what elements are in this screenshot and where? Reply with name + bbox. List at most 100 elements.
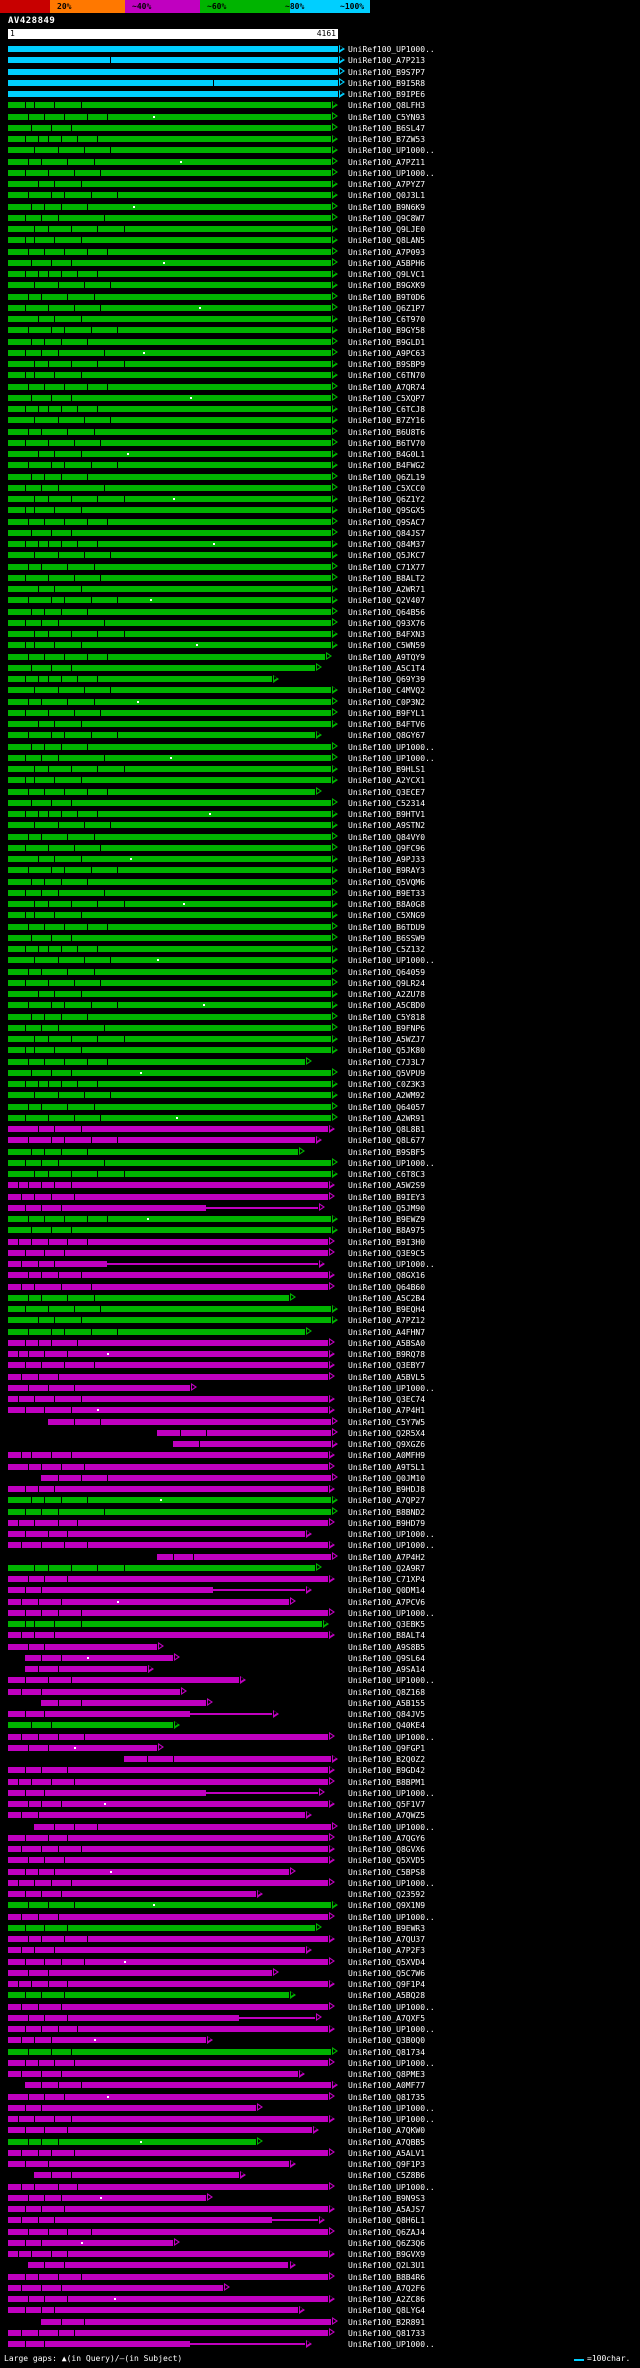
hit-label[interactable]: UniRef100_Q8LFH3 (348, 101, 426, 111)
hit-bar[interactable] (8, 1519, 329, 1526)
hit-bar[interactable] (8, 1204, 206, 1211)
hit-bar[interactable] (8, 1936, 329, 1942)
hit-label[interactable]: UniRef100_A7PCV6 (348, 1597, 426, 1607)
hit-label[interactable]: UniRef100_B2Q0Z2 (348, 1755, 426, 1764)
hit-label[interactable]: UniRef100_A7P4H1 (348, 1406, 426, 1416)
hit-label[interactable]: UniRef100_B9HTV1 (348, 810, 426, 819)
hit-bar[interactable] (8, 1621, 322, 1627)
hit-label[interactable]: UniRef100_C52314 (348, 798, 426, 808)
hit-label[interactable]: UniRef100_B2R891 (348, 2317, 426, 2327)
hit-label[interactable]: UniRef100_Q8LAN5 (348, 236, 426, 246)
hit-bar[interactable] (8, 113, 332, 120)
hit-bar[interactable] (8, 979, 332, 986)
hit-label[interactable]: UniRef100_Q8L8B1 (348, 1125, 426, 1134)
hit-bar[interactable] (8, 79, 338, 86)
hit-bar[interactable] (8, 1193, 329, 1200)
hit-label[interactable]: UniRef100_Q93X76 (348, 618, 426, 628)
hit-bar[interactable] (8, 1373, 329, 1380)
hit-bar[interactable] (8, 1294, 289, 1301)
hit-label[interactable]: UniRef100_A7QGY6 (348, 1833, 426, 1843)
hit-label[interactable]: UniRef100_A7QR74 (348, 382, 426, 392)
hit-label[interactable]: UniRef100_C5Z8B6 (348, 2171, 426, 2181)
hit-bar[interactable] (8, 1958, 329, 1965)
hit-label[interactable]: UniRef100_Q40KE4 (348, 1721, 426, 1731)
hit-bar[interactable] (8, 2307, 299, 2314)
hit-label[interactable]: UniRef100_B9EWR3 (348, 1923, 426, 1933)
hit-bar[interactable] (8, 372, 332, 379)
hit-label[interactable]: UniRef100_B9I3H0 (348, 1237, 426, 1247)
hit-bar[interactable] (8, 2161, 289, 2167)
hit-label[interactable]: UniRef100_B9HLS1 (348, 765, 426, 774)
hit-bar[interactable] (8, 1081, 332, 1087)
hit-label[interactable]: UniRef100_B9FNP6 (348, 1023, 426, 1033)
hit-label[interactable]: UniRef100_Q3EC74 (348, 1395, 426, 1404)
hit-bar[interactable] (41, 1474, 332, 1481)
hit-label[interactable]: UniRef100_Q9SAC7 (348, 517, 426, 527)
hit-bar[interactable] (8, 529, 332, 536)
hit-label[interactable]: UniRef100_UP1000.. (348, 2002, 435, 2012)
hit-bar[interactable] (8, 1159, 332, 1166)
hit-label[interactable]: UniRef100_A7QU37 (348, 1935, 426, 1944)
hit-bar[interactable] (24, 2082, 332, 2089)
hit-label[interactable]: UniRef100_A9PJ33 (348, 855, 426, 864)
hit-bar[interactable] (8, 2116, 329, 2122)
hit-bar[interactable] (8, 822, 332, 829)
hit-bar[interactable] (8, 1126, 329, 1132)
hit-bar[interactable] (8, 2284, 223, 2291)
hit-bar[interactable] (8, 1137, 315, 1144)
hit-label[interactable]: UniRef100_Q9X1N9 (348, 1901, 426, 1911)
hit-bar[interactable] (8, 586, 332, 592)
hit-label[interactable]: UniRef100_UP1000.. (348, 1541, 435, 1551)
hit-bar[interactable] (8, 1486, 329, 1492)
hit-bar[interactable] (8, 1947, 305, 1954)
hit-label[interactable]: UniRef100_B4FXN3 (348, 630, 426, 639)
hit-bar[interactable] (8, 1013, 332, 1020)
hit-bar[interactable] (8, 1913, 329, 1920)
hit-bar[interactable] (8, 147, 332, 154)
hit-label[interactable]: UniRef100_Q6ZAJ4 (348, 2227, 426, 2237)
hit-bar[interactable] (8, 957, 332, 964)
hit-bar[interactable] (8, 1317, 332, 1324)
hit-bar[interactable] (8, 799, 332, 806)
hit-bar[interactable] (8, 1092, 332, 1099)
hit-label[interactable]: UniRef100_B9GLD1 (348, 337, 426, 347)
hit-label[interactable]: UniRef100_UP1000.. (348, 1878, 435, 1888)
hit-bar[interactable] (41, 2318, 332, 2325)
hit-label[interactable]: UniRef100_Q64059 (348, 967, 426, 977)
hit-bar[interactable] (8, 574, 332, 581)
hit-bar[interactable] (8, 1564, 315, 1571)
hit-bar[interactable] (8, 1609, 329, 1616)
hit-label[interactable]: UniRef100_UP1000.. (348, 1530, 435, 1539)
hit-label[interactable]: UniRef100_B9GXK9 (348, 281, 426, 291)
hit-bar[interactable] (8, 417, 332, 424)
hit-bar[interactable] (8, 1384, 190, 1391)
hit-bar[interactable] (8, 1497, 332, 1504)
hit-bar[interactable] (8, 833, 332, 840)
hit-label[interactable]: UniRef100_C0P3N2 (348, 697, 426, 707)
hit-label[interactable]: UniRef100_Q5XVD5 (348, 1856, 426, 1866)
hit-label[interactable]: UniRef100_A7P4H2 (348, 1552, 426, 1562)
hit-bar[interactable] (8, 1362, 329, 1369)
hit-label[interactable]: UniRef100_C5XNG9 (348, 911, 426, 921)
hit-label[interactable]: UniRef100_B9SBF5 (348, 1147, 426, 1157)
hit-label[interactable]: UniRef100_UP1000.. (348, 1732, 435, 1742)
hit-label[interactable]: UniRef100_A7P213 (348, 56, 426, 66)
hit-label[interactable]: UniRef100_B8B4R6 (348, 2272, 426, 2282)
hit-label[interactable]: UniRef100_A0MF77 (348, 2081, 426, 2091)
hit-bar[interactable] (8, 1632, 329, 1639)
hit-bar[interactable] (156, 1553, 332, 1560)
hit-label[interactable]: UniRef100_UP1000.. (348, 1788, 435, 1798)
hit-label[interactable]: UniRef100_Q2L3U1 (348, 2261, 426, 2271)
hit-bar[interactable] (8, 1846, 329, 1852)
hit-bar[interactable] (8, 1857, 329, 1864)
hit-bar[interactable] (8, 642, 332, 649)
hit-bar[interactable] (8, 1002, 332, 1009)
hit-label[interactable]: UniRef100_Q8L677 (348, 1136, 426, 1146)
hit-bar[interactable] (8, 2093, 329, 2100)
hit-label[interactable]: UniRef100_C6TCJ8 (348, 405, 426, 414)
hit-label[interactable]: UniRef100_B6SSW9 (348, 933, 426, 943)
hit-label[interactable]: UniRef100_Q5VQM6 (348, 877, 426, 887)
hit-label[interactable]: UniRef100_C5Y818 (348, 1012, 426, 1022)
hit-label[interactable]: UniRef100_Q9LVC1 (348, 270, 426, 279)
hit-bar[interactable] (272, 2219, 319, 2222)
